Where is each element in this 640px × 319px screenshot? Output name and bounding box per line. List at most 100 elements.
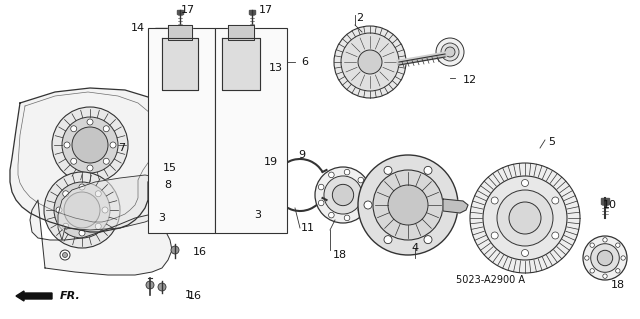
Text: 1: 1 <box>184 290 191 300</box>
Circle shape <box>590 243 595 247</box>
Text: 6: 6 <box>301 57 308 67</box>
Circle shape <box>583 236 627 280</box>
Bar <box>148 28 215 233</box>
Text: 17: 17 <box>181 5 195 15</box>
Polygon shape <box>58 175 175 240</box>
Polygon shape <box>228 25 254 40</box>
Circle shape <box>384 167 392 174</box>
Circle shape <box>79 184 85 190</box>
Circle shape <box>176 216 184 224</box>
Circle shape <box>103 126 109 132</box>
Circle shape <box>470 163 580 273</box>
Circle shape <box>445 47 455 57</box>
Text: 12: 12 <box>463 75 477 85</box>
Circle shape <box>522 249 529 256</box>
Polygon shape <box>177 10 183 14</box>
Circle shape <box>603 238 607 242</box>
Circle shape <box>60 250 70 260</box>
Circle shape <box>71 158 77 164</box>
Circle shape <box>102 207 108 213</box>
Circle shape <box>603 274 607 278</box>
Circle shape <box>71 126 77 132</box>
Polygon shape <box>222 38 260 90</box>
Circle shape <box>79 230 85 236</box>
Circle shape <box>444 201 452 209</box>
Circle shape <box>483 176 567 260</box>
Circle shape <box>364 201 372 209</box>
Circle shape <box>358 207 364 213</box>
Circle shape <box>103 158 109 164</box>
Text: 16: 16 <box>193 247 207 257</box>
Text: 3: 3 <box>159 213 166 223</box>
Circle shape <box>616 243 620 247</box>
Circle shape <box>44 172 120 248</box>
Text: 16: 16 <box>188 291 202 301</box>
Polygon shape <box>162 38 198 90</box>
Text: 9: 9 <box>298 150 305 160</box>
Circle shape <box>344 169 350 175</box>
Circle shape <box>318 200 324 206</box>
Circle shape <box>358 155 458 255</box>
Text: 4: 4 <box>412 243 419 253</box>
Circle shape <box>62 117 118 173</box>
Circle shape <box>388 185 428 225</box>
Circle shape <box>358 50 382 74</box>
Text: 11: 11 <box>301 223 315 233</box>
Circle shape <box>63 223 68 229</box>
Text: 5: 5 <box>548 137 556 147</box>
Polygon shape <box>168 25 192 40</box>
Circle shape <box>364 192 369 198</box>
Circle shape <box>621 256 625 260</box>
Circle shape <box>171 246 179 254</box>
Circle shape <box>52 107 128 183</box>
Circle shape <box>64 192 100 228</box>
Circle shape <box>315 167 371 223</box>
Polygon shape <box>10 88 170 232</box>
Circle shape <box>158 283 166 291</box>
Text: 10: 10 <box>603 200 617 210</box>
Circle shape <box>358 177 364 183</box>
Text: 7: 7 <box>118 143 125 153</box>
Circle shape <box>552 232 559 239</box>
Circle shape <box>328 172 334 178</box>
Circle shape <box>436 38 464 66</box>
Circle shape <box>585 256 589 260</box>
Text: 5023-A2900 A: 5023-A2900 A <box>456 275 525 285</box>
Circle shape <box>146 281 154 289</box>
Text: 18: 18 <box>333 250 347 260</box>
Circle shape <box>87 119 93 125</box>
Polygon shape <box>443 199 468 213</box>
Circle shape <box>590 269 595 273</box>
Text: 14: 14 <box>131 23 145 33</box>
Polygon shape <box>30 200 172 275</box>
Circle shape <box>424 236 432 244</box>
Circle shape <box>373 170 443 240</box>
Circle shape <box>616 269 620 273</box>
Bar <box>215 28 287 233</box>
Text: 13: 13 <box>269 63 283 73</box>
Circle shape <box>63 253 67 257</box>
Circle shape <box>334 26 406 98</box>
Circle shape <box>522 180 529 187</box>
Circle shape <box>591 244 620 272</box>
Circle shape <box>344 215 350 221</box>
Text: FR.: FR. <box>60 291 81 301</box>
Circle shape <box>328 212 334 218</box>
Circle shape <box>87 165 93 171</box>
Circle shape <box>95 191 101 197</box>
Circle shape <box>341 33 399 91</box>
Circle shape <box>95 223 101 229</box>
Circle shape <box>384 236 392 244</box>
Polygon shape <box>601 198 609 204</box>
Circle shape <box>332 184 354 206</box>
Circle shape <box>491 197 498 204</box>
Text: 3: 3 <box>255 210 262 220</box>
Circle shape <box>597 250 612 266</box>
Circle shape <box>491 232 498 239</box>
Circle shape <box>54 182 110 238</box>
Circle shape <box>56 207 62 213</box>
Circle shape <box>72 127 108 163</box>
Circle shape <box>509 202 541 234</box>
Circle shape <box>318 184 324 190</box>
Circle shape <box>237 220 245 228</box>
